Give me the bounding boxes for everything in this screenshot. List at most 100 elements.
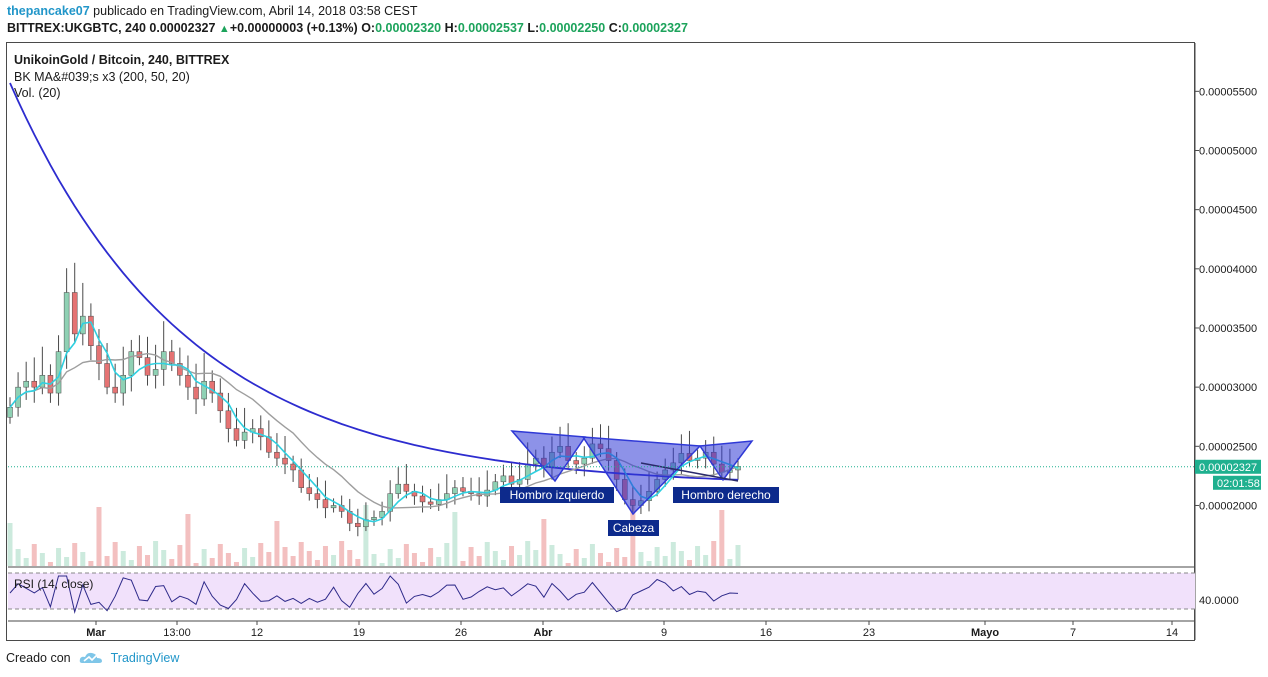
y-axis-tick-label: 0.00002500 — [1199, 441, 1257, 453]
volume-bar — [193, 563, 199, 566]
x-axis-tick-label: 26 — [455, 627, 467, 639]
volume-bar — [258, 543, 264, 566]
author-link[interactable]: thepancake07 — [7, 4, 90, 18]
candle-body — [104, 363, 110, 388]
candle-body — [23, 380, 29, 388]
volume-bar — [703, 555, 709, 566]
publish-info: thepancake07 publicado en TradingView.co… — [7, 3, 417, 20]
x-axis-tick-label: 16 — [760, 627, 772, 639]
volume-bar — [298, 542, 304, 566]
high-label: H: — [444, 21, 458, 35]
volume-bar — [80, 552, 86, 566]
volume-bar — [484, 542, 490, 566]
y-axis-tick-label: 0.00003500 — [1199, 323, 1257, 335]
candle-body — [403, 483, 410, 492]
candle-body — [322, 499, 329, 509]
volume-bar — [31, 544, 37, 566]
legend-vol: Vol. (20) — [14, 86, 61, 100]
volume-bar — [638, 552, 644, 566]
volume-bar — [177, 545, 183, 566]
volume-bar — [387, 549, 393, 566]
volume-bar — [314, 560, 320, 566]
current-price-tag — [1195, 459, 1261, 474]
volume-bar — [557, 554, 563, 566]
volume-bar — [395, 558, 401, 566]
volume-bar — [654, 547, 660, 566]
left-shoulder-label-bg — [500, 487, 614, 503]
volume-bar — [355, 559, 361, 566]
candle-body — [185, 375, 191, 388]
volume-bar — [622, 557, 628, 566]
rsi-axis-label: 40.0000 — [1199, 595, 1239, 607]
rsi-band — [8, 573, 1195, 609]
volume-bar — [185, 514, 191, 566]
x-axis-tick-label: 14 — [1166, 627, 1178, 639]
volume-bar — [96, 507, 102, 566]
y-axis-tick-label: 0.00005500 — [1199, 86, 1257, 98]
open-label: O: — [361, 21, 376, 35]
candle-body — [225, 410, 232, 429]
candle-body — [460, 487, 466, 492]
close-value: 0.00002327 — [621, 21, 688, 35]
candle-body — [573, 460, 579, 465]
x-axis-tick-label: Mar — [86, 627, 106, 639]
volume-bar — [614, 548, 620, 566]
volume-bar — [573, 549, 579, 566]
volume-bar — [136, 546, 142, 566]
volume-bar — [379, 563, 385, 566]
volume-bar — [452, 512, 458, 566]
current-price-text: 0.00002327 — [1199, 462, 1257, 474]
volume-bar — [201, 549, 207, 566]
volume-bar — [322, 546, 328, 566]
candle-body — [355, 522, 361, 528]
head-label-bg — [608, 520, 659, 536]
volume-bar — [565, 563, 571, 566]
candle-body — [306, 487, 313, 494]
volume-bar — [646, 561, 652, 566]
head-label: Cabeza — [613, 521, 655, 535]
candle-body — [120, 375, 126, 394]
candle-body — [435, 499, 442, 505]
volume-bar — [153, 541, 159, 566]
volume-bar — [347, 550, 353, 566]
x-axis-tick-label: 9 — [661, 627, 667, 639]
volume-bar — [266, 552, 272, 566]
candle-body — [419, 495, 426, 503]
volume-bar — [15, 549, 21, 566]
triangle-up-icon: ▲ — [218, 23, 230, 35]
volume-bar — [225, 553, 231, 566]
y-axis-tick-label: 0.00005000 — [1199, 145, 1257, 157]
volume-bar — [23, 558, 29, 566]
volume-bar — [250, 557, 256, 566]
volume-bar — [597, 553, 603, 566]
candle-body — [201, 380, 207, 400]
candle-body — [217, 392, 224, 412]
volume-bar — [444, 543, 450, 566]
low-value: 0.00002250 — [539, 21, 606, 35]
volume-bar — [339, 541, 345, 566]
last-price: 0.00002327 — [149, 21, 216, 35]
volume-bar — [509, 546, 515, 566]
volume-bar — [500, 560, 506, 566]
chart-legend: UnikoinGold / Bitcoin, 240, BITTREX BK M… — [14, 52, 229, 102]
y-axis-tick-label: 0.00004000 — [1199, 264, 1257, 276]
volume-bar — [533, 550, 539, 566]
candle-body — [330, 505, 337, 509]
x-axis-tick-label: Abr — [534, 627, 554, 639]
volume-bar — [72, 543, 78, 566]
volume-bar — [719, 510, 725, 566]
candle-body — [500, 475, 507, 483]
x-axis-tick-label: 13:00 — [163, 627, 191, 639]
countdown-tag — [1213, 475, 1261, 490]
volume-bar — [403, 544, 409, 566]
volume-bar — [678, 551, 684, 566]
tradingview-brand-link[interactable]: TradingView — [110, 651, 180, 665]
volume-bar — [460, 561, 466, 566]
low-label: L: — [527, 21, 540, 35]
open-value: 0.00002320 — [375, 21, 442, 35]
volume-bar — [727, 559, 733, 566]
footer: Creado con TradingView — [6, 651, 179, 665]
x-axis-tick-label: 12 — [251, 627, 263, 639]
countdown-text: 02:01:58 — [1217, 478, 1260, 490]
